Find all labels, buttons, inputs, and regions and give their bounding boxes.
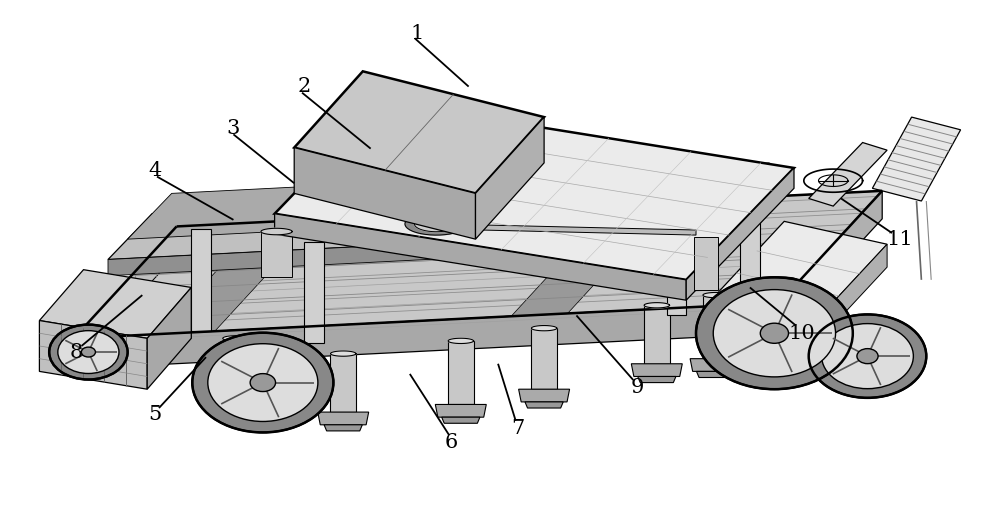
Ellipse shape [58, 331, 119, 374]
Polygon shape [275, 214, 686, 300]
Polygon shape [378, 200, 397, 207]
Text: 2: 2 [297, 77, 311, 96]
Polygon shape [261, 231, 292, 277]
Text: 6: 6 [444, 433, 458, 452]
Polygon shape [261, 228, 292, 235]
Polygon shape [442, 417, 480, 424]
Polygon shape [686, 168, 794, 300]
Polygon shape [39, 270, 191, 338]
Ellipse shape [81, 347, 95, 357]
Polygon shape [818, 244, 887, 341]
Polygon shape [435, 404, 486, 417]
Ellipse shape [857, 349, 878, 364]
Text: 11: 11 [886, 229, 913, 249]
Polygon shape [779, 191, 882, 331]
Polygon shape [318, 412, 369, 425]
Polygon shape [74, 191, 882, 338]
Polygon shape [74, 303, 779, 369]
Polygon shape [427, 221, 446, 227]
Polygon shape [331, 351, 356, 356]
Ellipse shape [192, 333, 333, 432]
Polygon shape [765, 356, 803, 362]
Polygon shape [759, 344, 810, 356]
Polygon shape [476, 117, 544, 239]
Polygon shape [519, 389, 570, 402]
Polygon shape [330, 353, 356, 412]
Polygon shape [644, 305, 670, 364]
Polygon shape [223, 338, 248, 394]
Ellipse shape [713, 290, 836, 377]
Polygon shape [448, 338, 474, 344]
Polygon shape [216, 407, 255, 413]
Polygon shape [448, 341, 474, 404]
Polygon shape [772, 277, 797, 282]
Polygon shape [740, 211, 760, 303]
Polygon shape [531, 325, 557, 331]
Polygon shape [644, 303, 670, 308]
Polygon shape [128, 163, 770, 239]
Ellipse shape [208, 344, 318, 421]
Polygon shape [108, 183, 750, 260]
Ellipse shape [809, 315, 926, 398]
Polygon shape [223, 336, 248, 341]
Polygon shape [158, 220, 318, 334]
Polygon shape [696, 372, 735, 377]
Polygon shape [147, 288, 191, 389]
Text: 7: 7 [511, 419, 524, 438]
Polygon shape [667, 222, 686, 316]
Text: 4: 4 [148, 161, 162, 180]
Polygon shape [716, 295, 818, 341]
Text: 3: 3 [227, 119, 240, 138]
Polygon shape [716, 222, 887, 318]
Polygon shape [294, 147, 476, 239]
Polygon shape [324, 425, 362, 431]
Text: 9: 9 [631, 378, 644, 397]
Polygon shape [405, 213, 468, 235]
Polygon shape [480, 225, 696, 235]
Text: 10: 10 [788, 324, 815, 343]
Ellipse shape [250, 374, 276, 391]
Polygon shape [531, 328, 557, 389]
Polygon shape [39, 321, 147, 389]
Text: 8: 8 [70, 343, 83, 362]
Text: 1: 1 [410, 24, 423, 43]
Ellipse shape [49, 324, 128, 379]
Polygon shape [771, 280, 797, 344]
Polygon shape [108, 229, 706, 276]
Ellipse shape [696, 277, 853, 389]
Polygon shape [74, 226, 177, 366]
Polygon shape [809, 143, 887, 206]
Polygon shape [694, 237, 718, 290]
Polygon shape [414, 216, 458, 231]
Polygon shape [638, 376, 676, 383]
Polygon shape [294, 71, 544, 194]
Polygon shape [703, 293, 728, 298]
Polygon shape [690, 359, 741, 372]
Polygon shape [703, 295, 728, 359]
Polygon shape [872, 117, 961, 201]
Polygon shape [511, 201, 671, 316]
Polygon shape [210, 394, 261, 407]
Polygon shape [191, 229, 211, 331]
Ellipse shape [760, 323, 789, 344]
Ellipse shape [822, 324, 913, 389]
Polygon shape [525, 402, 563, 408]
Polygon shape [44, 288, 98, 356]
Polygon shape [631, 364, 682, 376]
Text: 5: 5 [148, 405, 162, 424]
Polygon shape [275, 102, 794, 280]
Polygon shape [370, 198, 404, 209]
Polygon shape [304, 242, 324, 344]
